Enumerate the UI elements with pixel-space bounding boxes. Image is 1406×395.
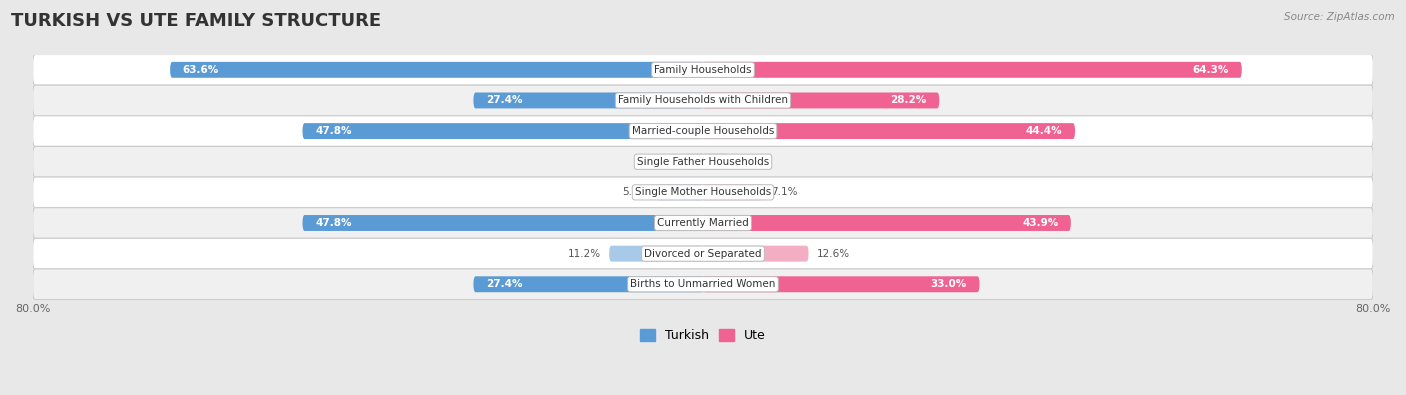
- FancyBboxPatch shape: [657, 184, 703, 200]
- Text: Births to Unmarried Women: Births to Unmarried Women: [630, 279, 776, 289]
- FancyBboxPatch shape: [32, 238, 1374, 269]
- FancyBboxPatch shape: [703, 215, 1071, 231]
- Text: Family Households: Family Households: [654, 65, 752, 75]
- FancyBboxPatch shape: [703, 62, 1241, 78]
- Text: Divorced or Separated: Divorced or Separated: [644, 248, 762, 259]
- Text: 2.0%: 2.0%: [651, 157, 678, 167]
- FancyBboxPatch shape: [32, 269, 1374, 299]
- Text: 47.8%: 47.8%: [315, 126, 352, 136]
- FancyBboxPatch shape: [703, 92, 939, 108]
- FancyBboxPatch shape: [170, 62, 703, 78]
- FancyBboxPatch shape: [474, 92, 703, 108]
- FancyBboxPatch shape: [703, 184, 762, 200]
- FancyBboxPatch shape: [686, 154, 703, 170]
- FancyBboxPatch shape: [609, 246, 703, 261]
- Text: Currently Married: Currently Married: [657, 218, 749, 228]
- Text: 11.2%: 11.2%: [568, 248, 600, 259]
- FancyBboxPatch shape: [703, 123, 1076, 139]
- Text: 44.4%: 44.4%: [1026, 126, 1063, 136]
- FancyBboxPatch shape: [32, 147, 1374, 177]
- Text: 27.4%: 27.4%: [486, 96, 523, 105]
- FancyBboxPatch shape: [32, 177, 1374, 208]
- FancyBboxPatch shape: [32, 116, 1374, 147]
- Text: 47.8%: 47.8%: [315, 218, 352, 228]
- Text: 7.1%: 7.1%: [770, 187, 797, 198]
- Text: 63.6%: 63.6%: [183, 65, 219, 75]
- Text: 12.6%: 12.6%: [817, 248, 851, 259]
- Legend: Turkish, Ute: Turkish, Ute: [636, 324, 770, 347]
- FancyBboxPatch shape: [302, 123, 703, 139]
- Text: 5.5%: 5.5%: [621, 187, 648, 198]
- FancyBboxPatch shape: [703, 154, 728, 170]
- Text: TURKISH VS UTE FAMILY STRUCTURE: TURKISH VS UTE FAMILY STRUCTURE: [11, 12, 381, 30]
- Text: Family Households with Children: Family Households with Children: [619, 96, 787, 105]
- FancyBboxPatch shape: [32, 208, 1374, 238]
- Text: 43.9%: 43.9%: [1022, 218, 1059, 228]
- Text: Source: ZipAtlas.com: Source: ZipAtlas.com: [1284, 12, 1395, 22]
- FancyBboxPatch shape: [32, 55, 1374, 85]
- Text: Single Mother Households: Single Mother Households: [636, 187, 770, 198]
- FancyBboxPatch shape: [302, 215, 703, 231]
- FancyBboxPatch shape: [703, 276, 980, 292]
- FancyBboxPatch shape: [474, 276, 703, 292]
- Text: 33.0%: 33.0%: [931, 279, 967, 289]
- FancyBboxPatch shape: [703, 246, 808, 261]
- Text: Married-couple Households: Married-couple Households: [631, 126, 775, 136]
- Text: 28.2%: 28.2%: [890, 96, 927, 105]
- FancyBboxPatch shape: [32, 85, 1374, 116]
- Text: Single Father Households: Single Father Households: [637, 157, 769, 167]
- Text: 3.0%: 3.0%: [737, 157, 763, 167]
- Text: 64.3%: 64.3%: [1192, 65, 1229, 75]
- Text: 27.4%: 27.4%: [486, 279, 523, 289]
